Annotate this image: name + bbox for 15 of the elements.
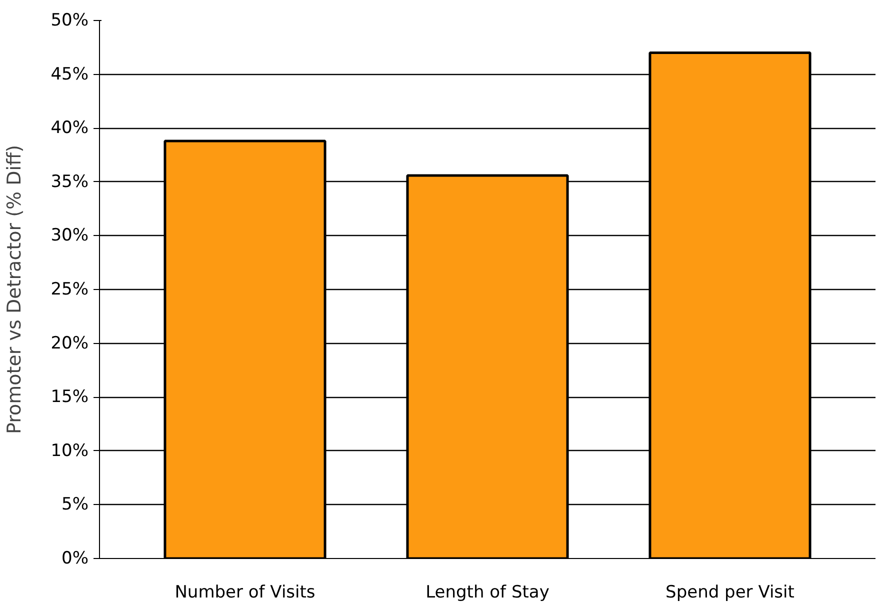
y-tick-label: 25%: [50, 280, 89, 300]
y-tick-label: 45%: [50, 64, 89, 84]
y-tick-label: 20%: [50, 333, 89, 354]
y-tick-label: 0%: [62, 548, 89, 568]
y-tick-label: 15%: [50, 387, 89, 408]
y-axis-title: Promoter vs Detractor (% Diff): [4, 145, 26, 434]
x-tick-label: Number of Visits: [174, 582, 316, 602]
y-tick-label: 30%: [50, 226, 89, 246]
y-tick-label: 5%: [62, 494, 89, 515]
x-tick-label: Spend per Visit: [666, 582, 795, 602]
y-tick-label: 40%: [50, 118, 89, 138]
y-tick-label: 50%: [50, 10, 89, 30]
y-tick-label: 10%: [50, 440, 89, 461]
y-tick-label: 35%: [50, 172, 89, 192]
x-tick-label: Length of Stay: [426, 582, 550, 602]
